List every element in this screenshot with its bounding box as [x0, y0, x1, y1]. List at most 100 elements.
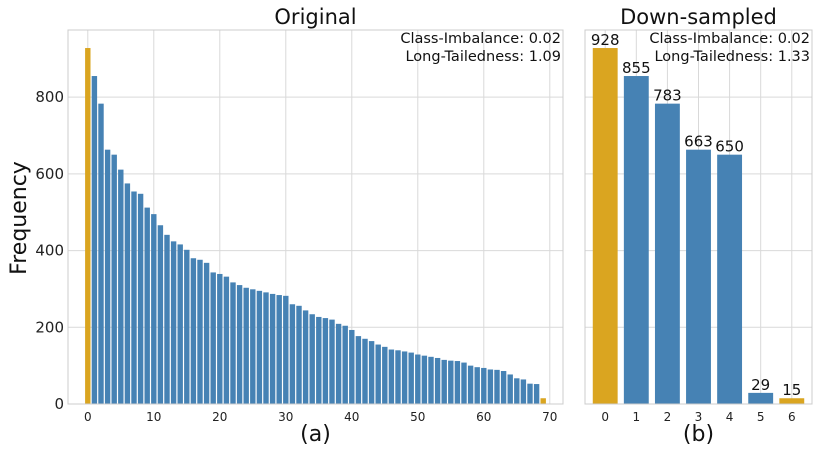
bar-class-3 — [686, 149, 711, 404]
bars-original — [85, 48, 546, 405]
bar-class-20 — [217, 273, 223, 404]
bar-class-4 — [111, 154, 117, 404]
bar-class-39 — [342, 325, 348, 404]
x-tick-label: 1 — [632, 410, 640, 424]
bar-class-69 — [540, 398, 546, 404]
gridlines-original — [68, 30, 563, 405]
bar-class-64 — [507, 374, 513, 404]
bar-class-13 — [170, 241, 177, 404]
bar-class-48 — [401, 351, 408, 404]
bar-class-6 — [779, 398, 805, 404]
chart-title-original: Original — [274, 5, 356, 29]
bar-class-65 — [514, 378, 520, 404]
bar-class-35 — [316, 316, 322, 404]
bar-class-36 — [322, 318, 329, 404]
bar-class-3 — [104, 149, 111, 404]
bar-class-37 — [329, 319, 335, 404]
bar-class-29 — [276, 295, 282, 404]
bar-class-18 — [203, 262, 210, 404]
bar-class-24 — [243, 287, 249, 404]
plot-frame-down-sampled — [584, 29, 813, 405]
bar-class-53 — [434, 357, 441, 404]
bar-class-56 — [454, 361, 461, 404]
bar-class-58 — [467, 365, 474, 404]
chart-title-down-sampled: Down-sampled — [620, 5, 777, 29]
bar-class-11 — [157, 225, 164, 404]
y-tick-label: 600 — [35, 165, 64, 183]
x-tick-label: 50 — [410, 410, 425, 424]
y-tick-label: 400 — [35, 242, 64, 260]
bar-class-31 — [289, 304, 296, 404]
data-label: 29 — [751, 376, 770, 394]
bar-class-42 — [362, 338, 368, 404]
bar-class-1 — [623, 76, 649, 405]
x-tick-label: 10 — [146, 410, 161, 424]
bar-class-59 — [474, 367, 480, 404]
bar-class-60 — [481, 367, 487, 404]
x-tick-label: 70 — [542, 410, 557, 424]
bar-class-15 — [184, 249, 190, 404]
bar-class-10 — [151, 214, 157, 404]
bar-class-50 — [415, 354, 421, 404]
bar-class-30 — [283, 295, 289, 404]
bar-class-4 — [717, 154, 743, 404]
bar-class-5 — [118, 169, 124, 404]
y-tick-label: 200 — [35, 318, 64, 336]
x-tick-label: 30 — [278, 410, 293, 424]
x-tick-label: 0 — [84, 410, 92, 424]
bar-class-23 — [236, 285, 243, 404]
bar-class-43 — [368, 341, 375, 404]
bar-class-25 — [250, 289, 256, 404]
bar-class-21 — [223, 276, 230, 404]
plot-frame-original — [67, 29, 564, 405]
bar-class-7 — [131, 191, 137, 404]
bar-class-8 — [137, 193, 144, 404]
x-ticks-down-sampled: 0 1 2 3 4 5 6 — [601, 410, 795, 424]
x-tick-label: 5 — [757, 410, 765, 424]
data-label: 663 — [684, 133, 713, 151]
subfigure-label-a: (a) — [300, 422, 331, 447]
data-label: 928 — [591, 31, 620, 49]
bar-class-12 — [164, 234, 170, 404]
x-tick-label: 3 — [695, 410, 703, 424]
bar-class-2 — [98, 103, 104, 404]
long-tailedness-annotation-down-sampled: Long-Tailedness: 1.33 — [654, 49, 810, 65]
bar-class-61 — [487, 369, 494, 404]
bar-class-45 — [382, 346, 388, 404]
bar-class-47 — [395, 350, 401, 404]
bar-class-28 — [269, 293, 276, 404]
bar-class-0 — [592, 48, 618, 404]
data-label: 650 — [715, 138, 744, 156]
bar-class-0 — [85, 48, 91, 404]
bar-class-63 — [500, 371, 507, 404]
x-tick-label: 2 — [664, 410, 672, 424]
bar-class-57 — [461, 362, 467, 404]
bar-class-46 — [388, 349, 395, 404]
long-tailedness-annotation-original: Long-Tailedness: 1.09 — [405, 49, 561, 65]
bar-class-9 — [144, 207, 150, 404]
bar-class-22 — [230, 282, 236, 404]
y-tick-label: 0 — [54, 395, 64, 413]
bar-class-67 — [527, 383, 533, 404]
bar-class-44 — [375, 344, 381, 404]
bar-class-52 — [428, 356, 434, 404]
bar-class-2 — [654, 103, 680, 404]
class-imbalance-annotation-original: Class-Imbalance: 0.02 — [400, 31, 561, 47]
bar-class-5 — [748, 392, 774, 404]
x-tick-label: 40 — [344, 410, 359, 424]
data-label: 855 — [622, 59, 651, 77]
bar-class-62 — [494, 369, 500, 404]
y-tick-label: 800 — [35, 88, 64, 106]
bar-class-40 — [349, 329, 355, 404]
bar-class-41 — [355, 336, 362, 404]
data-label: 15 — [782, 381, 801, 399]
bar-class-17 — [197, 259, 203, 404]
bar-class-55 — [448, 360, 454, 404]
x-tick-label: 0 — [601, 410, 609, 424]
bar-class-34 — [309, 314, 315, 404]
bar-class-38 — [335, 323, 342, 404]
bar-class-6 — [124, 183, 131, 404]
bars-down-sampled — [592, 48, 805, 405]
